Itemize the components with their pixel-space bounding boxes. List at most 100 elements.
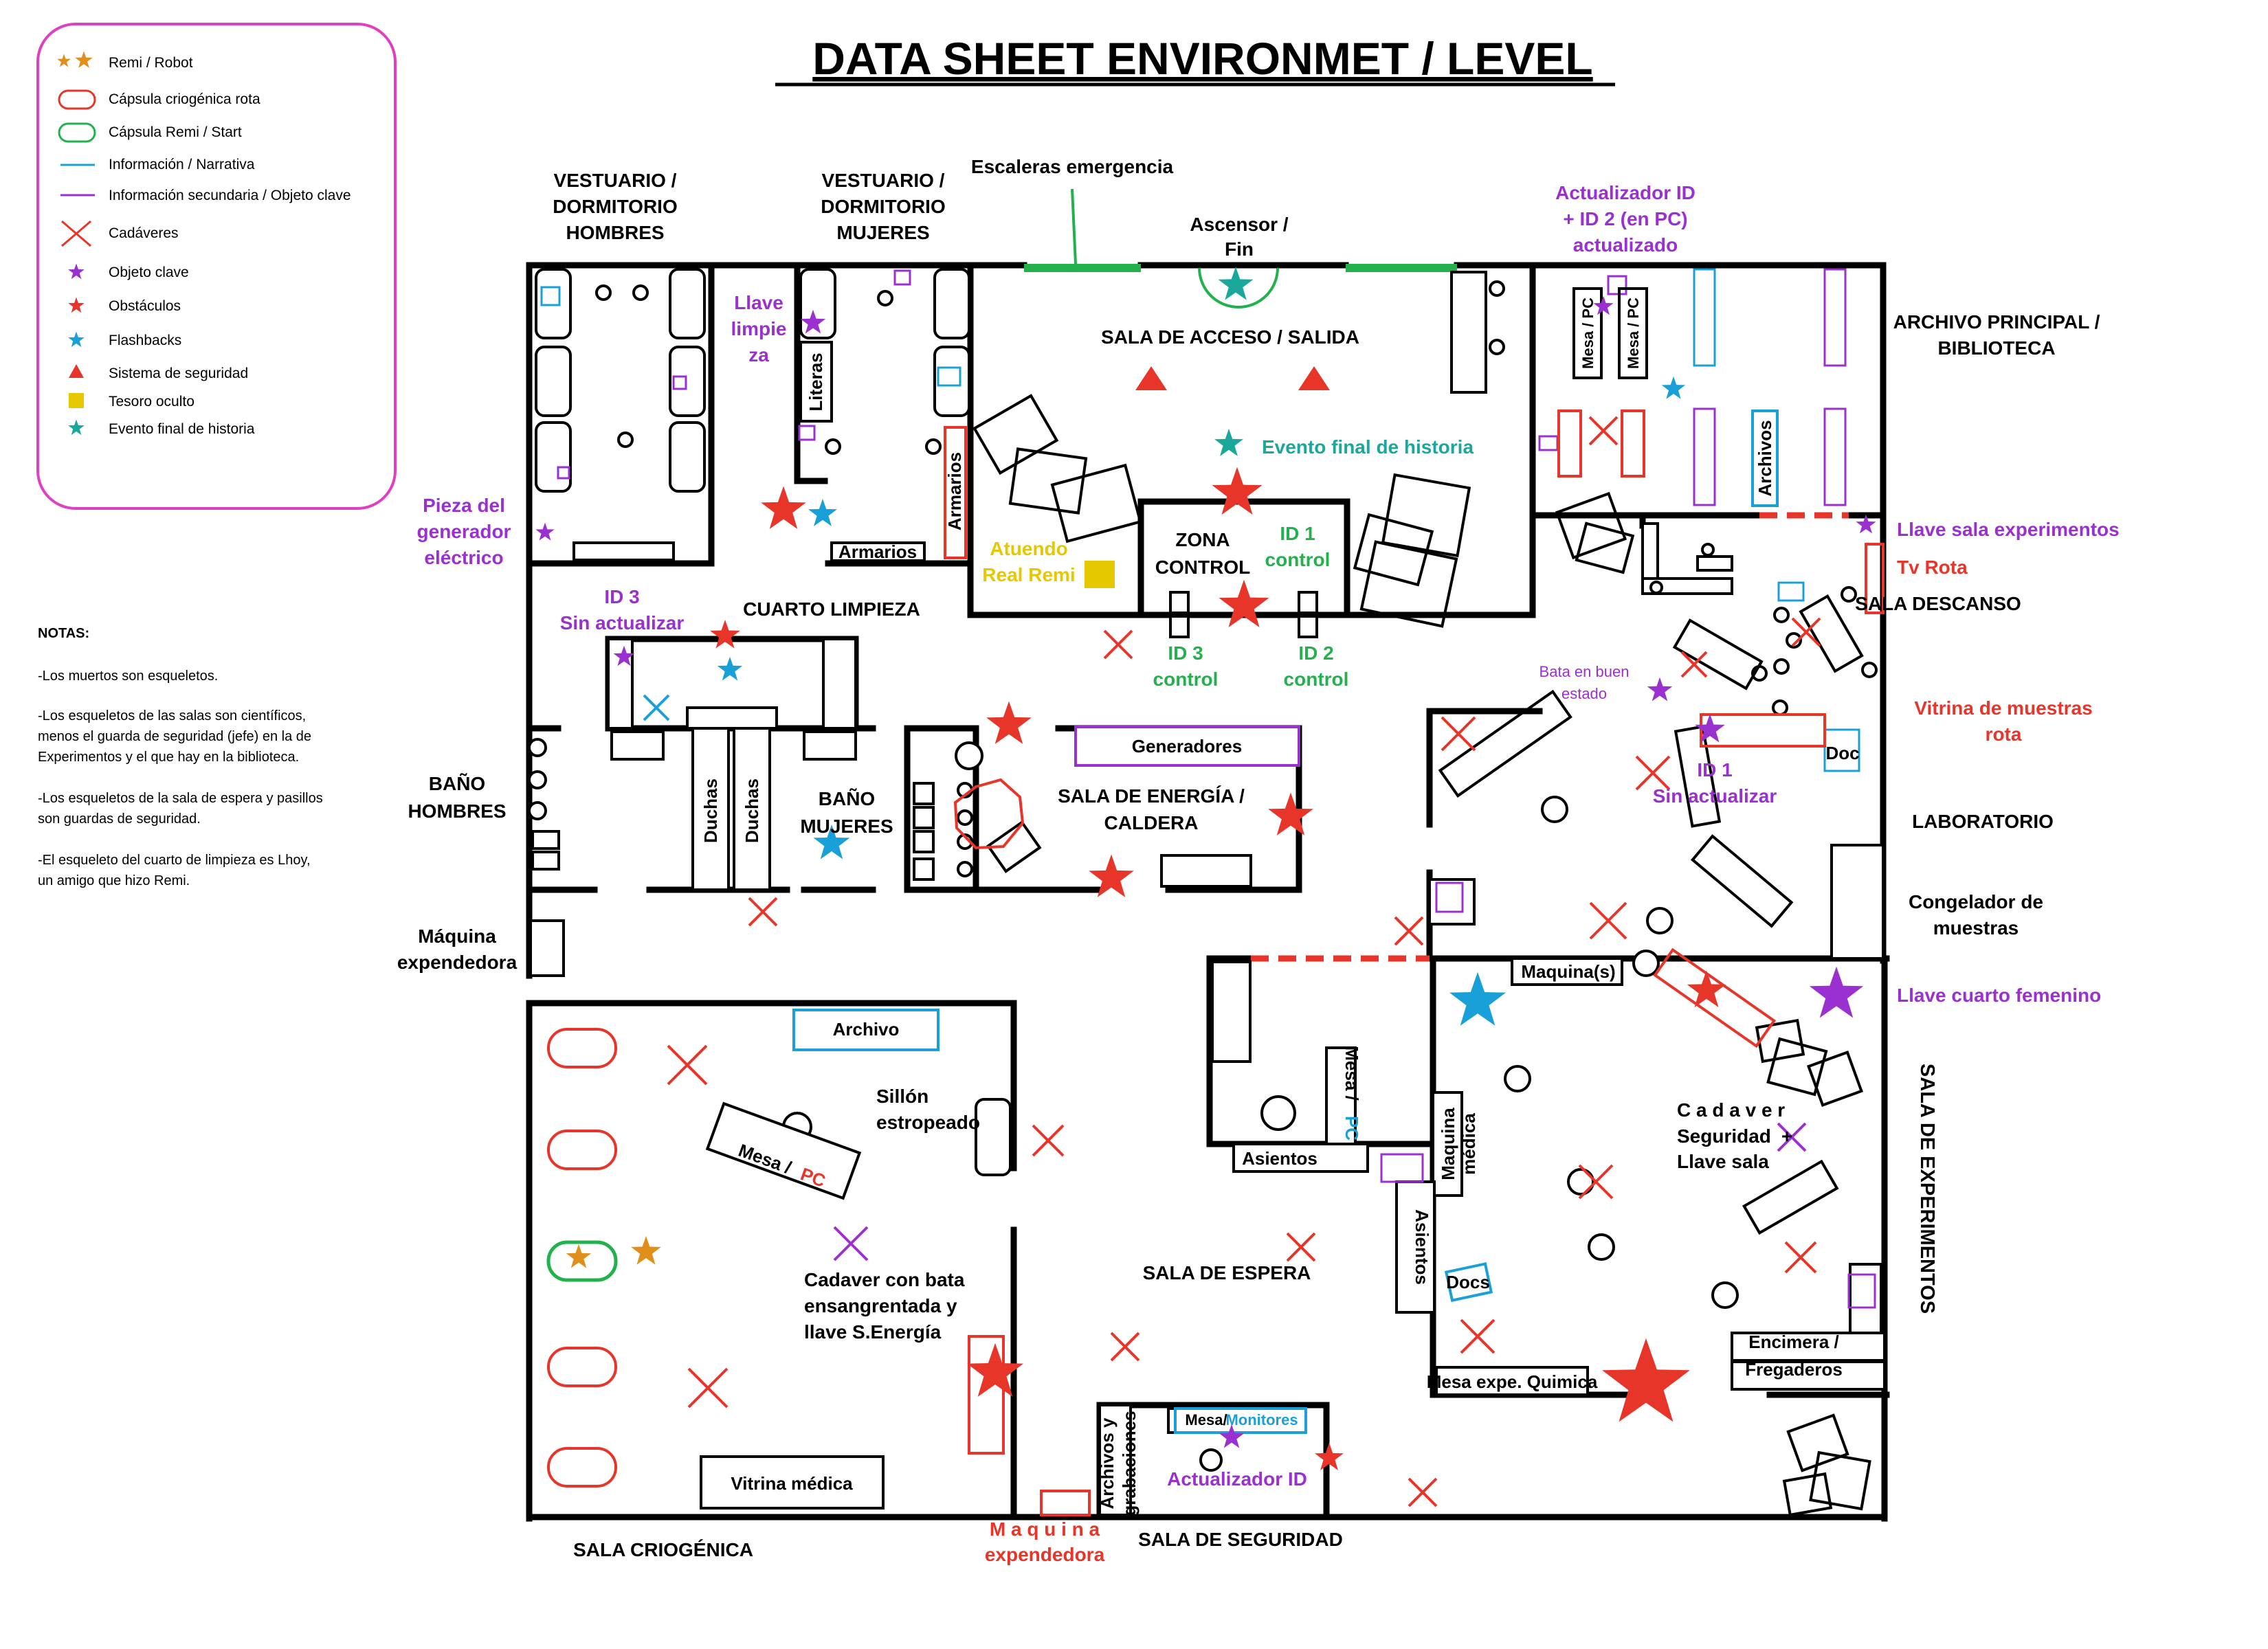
stairs-pointer [1071, 188, 1077, 265]
note-line: un amigo que hizo Remi. [38, 873, 190, 888]
room-label: MUJERES [836, 222, 929, 243]
furniture-label: Mesa / PC [1579, 298, 1597, 369]
annotation: expendedora [985, 1544, 1105, 1565]
room-label: SALA DE ESPERA [1143, 1262, 1311, 1283]
annotation: Sin actualizar [1653, 785, 1777, 807]
broken-capsule [547, 1028, 617, 1068]
furniture-label: Monitores [1225, 1411, 1298, 1428]
security-system-icon [1135, 366, 1167, 390]
room-label: CUARTO LIMPIEZA [743, 598, 920, 620]
annotation: actualizado [1573, 234, 1678, 256]
purple-star-icon [1809, 966, 1864, 1018]
red-star-icon [986, 701, 1032, 744]
red-cross-icon [1784, 1241, 1817, 1274]
blue-cross-icon [643, 694, 670, 721]
annotation: Cadaver con bata [804, 1269, 965, 1290]
walls [526, 262, 1890, 1522]
legend-frame [36, 23, 397, 510]
furniture-label: Mesa expe. Quimica [1427, 1371, 1598, 1392]
red-cross-icon [1460, 1319, 1496, 1354]
legend-label: Obstáculos [109, 298, 181, 314]
broken-items [944, 410, 1885, 1516]
furniture-label: Archivos y [1097, 1417, 1118, 1509]
purple-cross-icon [833, 1226, 869, 1261]
red-cross-icon [1441, 716, 1476, 752]
blue-star-icon [808, 498, 837, 526]
annotation: C a d a v e r [1677, 1099, 1785, 1121]
red-capsule-icon [58, 89, 96, 110]
furniture-label: médica [1458, 1113, 1479, 1175]
red-cross-icon [1408, 1477, 1438, 1507]
notes: NOTAS: -Los muertos son esqueletos. -Los… [38, 626, 323, 888]
annotation: ID 2 [1298, 642, 1333, 664]
purple-star-icon [68, 263, 85, 280]
legend-label: Información secundaria / Objeto clave [109, 188, 351, 203]
furniture-label: Literas [805, 352, 826, 411]
annotation: ID 1 [1280, 523, 1315, 544]
furniture-label: Doc [1825, 743, 1859, 763]
room-label: SALA DE ENERGÍA / [1058, 785, 1245, 807]
red-cross-icon [1589, 901, 1627, 940]
room-label: DORMITORIO [821, 196, 945, 217]
room-label: BIBLIOTECA [1937, 337, 2055, 359]
annotation: rota [1986, 723, 2022, 745]
room-label: ARCHIVO PRINCIPAL / [1893, 311, 2100, 333]
red-star-icon [1219, 579, 1269, 628]
annotation: Bata en buen [1539, 663, 1630, 680]
furniture-label: Mesa / [1342, 1046, 1362, 1101]
legend-label: Cadáveres [109, 225, 179, 241]
annotation: control [1284, 669, 1349, 690]
furniture-label: Generadores [1132, 736, 1242, 756]
annotation: ID 1 [1697, 759, 1732, 781]
cryo-capsules [546, 1028, 618, 1488]
room-label: expendedora [397, 952, 518, 973]
security-system-icon [1298, 366, 1330, 390]
legend-label: Evento final de historia [109, 421, 255, 437]
purple-star-icon [535, 522, 555, 541]
legend-label: Remi / Robot [109, 55, 193, 71]
room-label: Fin [1225, 238, 1254, 260]
furniture-label: Armarios [838, 541, 917, 562]
room-label: SALA DE ACCESO / SALIDA [1101, 326, 1359, 348]
annotation: Llave sala [1677, 1151, 1769, 1172]
hidden-treasure [1085, 561, 1115, 588]
red-cross-icon [748, 897, 778, 927]
annotation: limpie [731, 318, 787, 339]
furniture-label: Archivos [1755, 420, 1775, 496]
room-label: VESTUARIO / [822, 170, 945, 191]
boiler-heptagon [953, 778, 1025, 850]
annotation: ensangrentada y [804, 1295, 957, 1316]
annotation: estado [1561, 685, 1607, 702]
annotation: Llave sala experimentos [1897, 519, 2120, 540]
annotation: Tv Rota [1897, 557, 1968, 578]
legend-icons [56, 51, 96, 436]
furniture-label: Vitrina médica [731, 1473, 853, 1494]
room-label: CONTROL [1155, 557, 1250, 578]
annotation: Llave cuarto femenino [1897, 985, 2101, 1006]
red-star-icon [1212, 467, 1263, 515]
debris [972, 394, 1871, 1517]
blue-star-icon [717, 656, 743, 681]
locked-doors [1251, 512, 1849, 962]
annotation: control [1265, 549, 1331, 570]
annotation: estropeado [876, 1112, 980, 1133]
room-label: ZONA [1175, 529, 1230, 550]
blue-star-icon [68, 331, 85, 348]
annotations: Actualizador ID + ID 2 (en PC) actualiza… [417, 182, 2120, 1565]
room-label: Escaleras emergencia [971, 156, 1174, 177]
green-capsule-icon [58, 122, 96, 143]
room-label: BAÑO [429, 773, 485, 794]
note-line: son guardas de seguridad. [38, 811, 201, 827]
room-label: BAÑO [819, 788, 875, 809]
furniture [528, 268, 1886, 1516]
purple-cross-icon [1777, 1122, 1807, 1152]
legend-label: Cápsula criogénica rota [109, 91, 260, 107]
legend-label: Objeto clave [109, 265, 189, 280]
note-line: -Los esqueletos de la sala de espera y p… [38, 791, 323, 806]
room-label: LABORATORIO [1912, 811, 2054, 832]
room-label: VESTUARIO / [554, 170, 677, 191]
note-line: menos el guarda de seguridad (jefe) en l… [38, 729, 311, 744]
teal-star-icon [1218, 267, 1254, 300]
elevator-arc [1198, 267, 1279, 309]
